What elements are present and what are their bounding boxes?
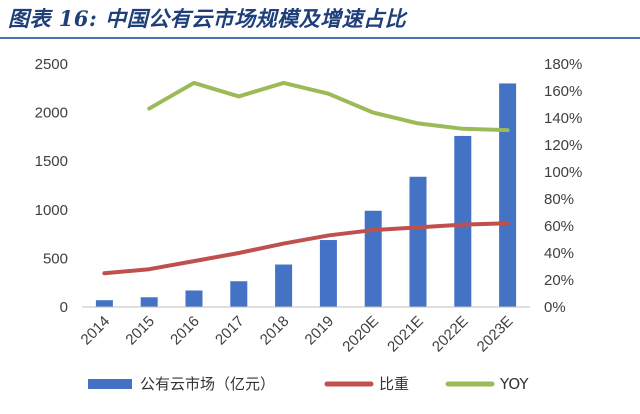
x-axis-tick-label: 2019: [302, 313, 338, 349]
legend: 公有云市场（亿元） 比重 YOY: [88, 375, 529, 393]
bar-2015: [140, 297, 158, 307]
bar-2021E: [409, 176, 427, 307]
x-axis-tick-label: 2023E: [474, 313, 517, 356]
left-axis-tick-label: 1500: [35, 153, 68, 170]
left-axis-tick-label: 1000: [35, 202, 68, 219]
right-axis-tick-label: 120%: [544, 137, 582, 154]
right-axis-tick-label: 20%: [544, 272, 574, 289]
x-axis-tick-label: 2014: [78, 313, 114, 349]
right-axis-tick-label: 160%: [544, 83, 582, 100]
x-axis-tick-label: 2020E: [339, 313, 382, 356]
right-axis-tick-label: 140%: [544, 110, 582, 127]
bar-2022E: [454, 135, 472, 307]
x-axis-tick-label: 2022E: [429, 313, 472, 356]
bar-series: [95, 83, 517, 307]
right-axis-tick-label: 180%: [544, 56, 582, 73]
left-axis-tick-label: 0: [60, 299, 68, 316]
x-axis-tick-label: 2015: [122, 313, 158, 349]
right-axis-tick-label: 40%: [544, 245, 574, 262]
x-axis-tick-label: 2021E: [384, 313, 427, 356]
left-axis-tick-label: 500: [43, 250, 68, 267]
line-yoy: [147, 80, 510, 133]
legend-label: YOY: [499, 375, 529, 393]
left-axis-tick-labels: 0 500 1000 1500 2000 2500: [35, 56, 68, 316]
line-ratio: [102, 221, 510, 276]
line-series: [102, 80, 510, 276]
legend-key-bar: [88, 379, 132, 389]
x-axis-tick-label: 2018: [257, 313, 293, 349]
bar-2020E: [364, 210, 382, 307]
left-axis-tick-label: 2000: [35, 105, 68, 122]
x-axis-tick-labels: 2014 2015 2016 2017 2018 2019 2020E 2021E 2022E 2…: [78, 313, 517, 356]
bar-2023E: [499, 83, 517, 307]
right-axis-tick-label: 60%: [544, 218, 574, 235]
bar-2016: [185, 290, 203, 307]
bar-2014: [95, 300, 113, 307]
bar-2018: [275, 264, 293, 307]
figure-title: 图表 16: 中国公有云市场规模及增速占比: [8, 6, 407, 31]
bar-2019: [319, 240, 337, 307]
x-axis-tick-label: 2017: [212, 313, 248, 349]
right-axis-tick-label: 80%: [544, 191, 574, 208]
left-axis-tick-label: 2500: [35, 56, 68, 73]
right-axis-tick-label: 100%: [544, 164, 582, 181]
legend-label: 公有云市场（亿元）: [140, 375, 275, 393]
bar-2017: [230, 281, 248, 307]
x-axis-tick-label: 2016: [167, 313, 203, 349]
right-axis-tick-label: 0%: [544, 299, 566, 316]
title-divider: [0, 37, 640, 39]
legend-label: 比重: [379, 375, 409, 393]
right-axis-tick-labels: 0% 20% 40% 60% 80% 100% 120% 140% 160% 180%: [544, 56, 582, 316]
